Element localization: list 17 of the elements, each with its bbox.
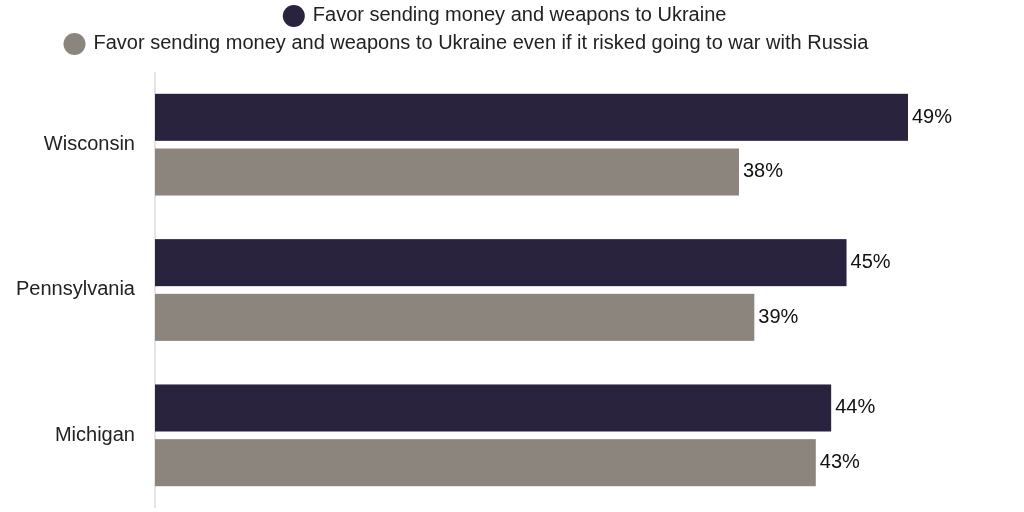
data-label: 39% [758,304,799,327]
bar [155,384,832,432]
data-label: 45% [850,249,891,272]
y-tick-label: Michigan [54,422,135,445]
data-label: 38% [742,159,784,182]
y-tick-label: Pennsylvania [16,277,136,300]
legend-label: Favor sending money and weapons to Ukraine [312,3,727,26]
y-tick-label: Wisconsin [43,131,135,154]
bar [155,239,847,287]
bar [155,439,816,487]
data-label: 44% [835,395,876,418]
bar [155,148,739,196]
data-label: 49% [912,104,953,127]
bar [155,293,755,341]
bar [155,93,908,141]
data-label: 43% [819,449,861,472]
legend-label: Favor sending money and weapons to Ukraine even if it risked going to war with Russia [93,31,870,54]
